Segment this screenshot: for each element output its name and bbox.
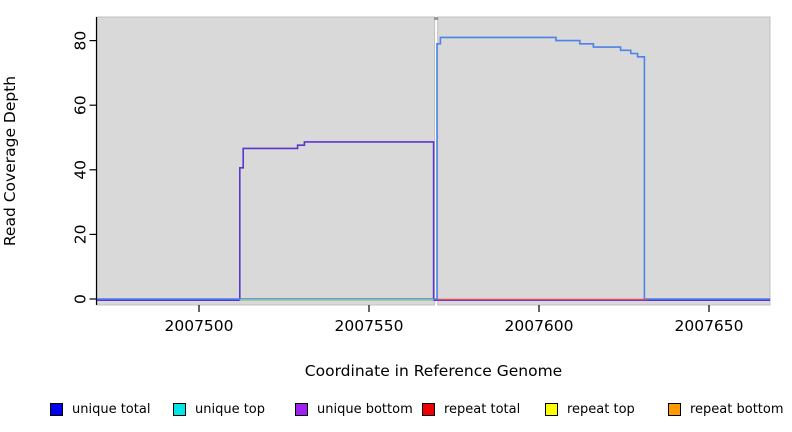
x-tick-label: 2007600 bbox=[504, 317, 573, 335]
y-axis-title: Read Coverage Depth bbox=[1, 75, 19, 247]
legend-item-unique-total: unique total bbox=[50, 396, 150, 422]
plot-panel-right bbox=[437, 16, 771, 306]
legend-label: unique total bbox=[72, 401, 151, 417]
legend-swatch-repeat-total bbox=[422, 402, 435, 416]
y-tick-label: 60 bbox=[71, 95, 89, 115]
legend-label: repeat total bbox=[444, 401, 521, 417]
legend-item-repeat-bottom: repeat bottom bbox=[668, 396, 784, 422]
y-tick-label: 0 bbox=[71, 294, 89, 304]
y-tick-label: 40 bbox=[71, 160, 89, 180]
y-tick-label: 20 bbox=[71, 225, 89, 245]
legend-label: unique bottom bbox=[317, 401, 413, 417]
x-tick-label: 2007650 bbox=[674, 317, 743, 335]
legend-label: repeat top bbox=[567, 401, 635, 417]
legend: unique total unique top unique bottom re… bbox=[0, 396, 792, 422]
legend-item-repeat-total: repeat total bbox=[422, 396, 520, 422]
legend-label: repeat bottom bbox=[690, 401, 784, 417]
legend-swatch-unique-total bbox=[50, 402, 63, 416]
legend-label: unique top bbox=[195, 401, 266, 417]
panel-gap-notch bbox=[434, 17, 439, 20]
y-tick-label: 80 bbox=[71, 31, 89, 51]
x-axis-title: Coordinate in Reference Genome bbox=[304, 362, 563, 380]
legend-swatch-unique-bottom bbox=[295, 402, 308, 416]
legend-item-repeat-top: repeat top bbox=[545, 396, 635, 422]
legend-swatch-repeat-top bbox=[545, 402, 558, 416]
series-unique-total bbox=[97, 36, 771, 300]
legend-swatch-unique-top bbox=[173, 402, 186, 416]
x-tick-label: 2007550 bbox=[334, 317, 403, 335]
legend-item-unique-bottom: unique bottom bbox=[295, 396, 413, 422]
series-unique-bottom bbox=[97, 141, 771, 302]
legend-item-unique-top: unique top bbox=[173, 396, 265, 422]
legend-swatch-repeat-bottom bbox=[668, 402, 681, 416]
plot-panel-left bbox=[96, 16, 436, 306]
x-tick-label: 2007500 bbox=[164, 317, 233, 335]
